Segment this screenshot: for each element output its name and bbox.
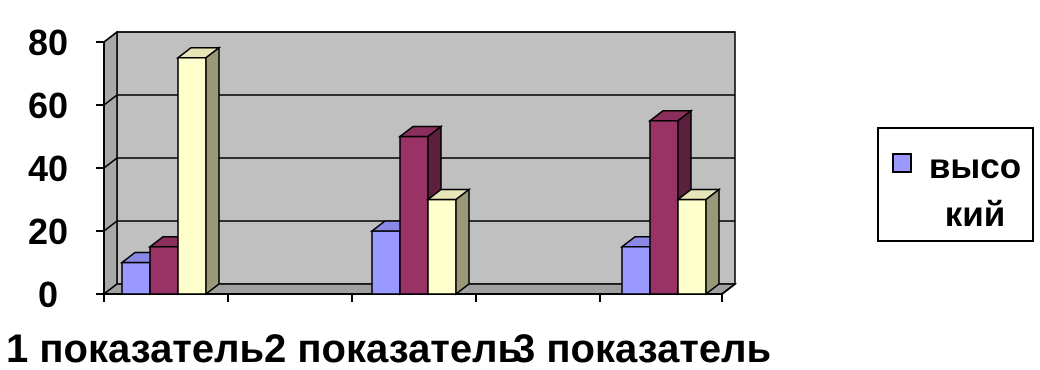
bar-side: [455, 187, 470, 296]
bar-side: [705, 187, 720, 296]
y-tick-labels: 0 20 40 60 80: [28, 22, 68, 315]
bar: [425, 187, 472, 296]
bar-front: [621, 246, 651, 295]
y-tick-label: 60: [28, 85, 68, 126]
x-tick-label: 3 показатель: [513, 327, 771, 370]
bar-front: [677, 198, 707, 295]
x-axis-end: [721, 283, 736, 295]
bar-front: [177, 57, 207, 295]
y-tick-label: 20: [28, 211, 68, 252]
bar: [175, 46, 222, 296]
x-tick-label: 1 показатель: [6, 327, 264, 370]
bars: [119, 46, 722, 296]
y-tick-label: 0: [38, 274, 58, 315]
bar-front: [121, 261, 151, 295]
x-tick-label: 2 показатель: [264, 327, 522, 370]
bar-front: [427, 198, 457, 295]
bar-front: [649, 120, 679, 295]
legend: высо кий: [877, 127, 1034, 242]
bar: [675, 187, 722, 296]
bar-front: [399, 135, 429, 295]
gridline-side: [103, 157, 118, 169]
gridline-side: [103, 220, 118, 232]
y-tick-label: 80: [28, 22, 68, 63]
bar-side: [205, 46, 220, 296]
bar-front: [371, 230, 401, 295]
gridline-side: [103, 31, 118, 43]
bar-front: [149, 246, 179, 295]
legend-label: высо кий: [928, 147, 1022, 234]
gridline-side: [103, 94, 118, 106]
legend-swatch: [892, 153, 912, 173]
y-tick-label: 40: [28, 148, 68, 189]
